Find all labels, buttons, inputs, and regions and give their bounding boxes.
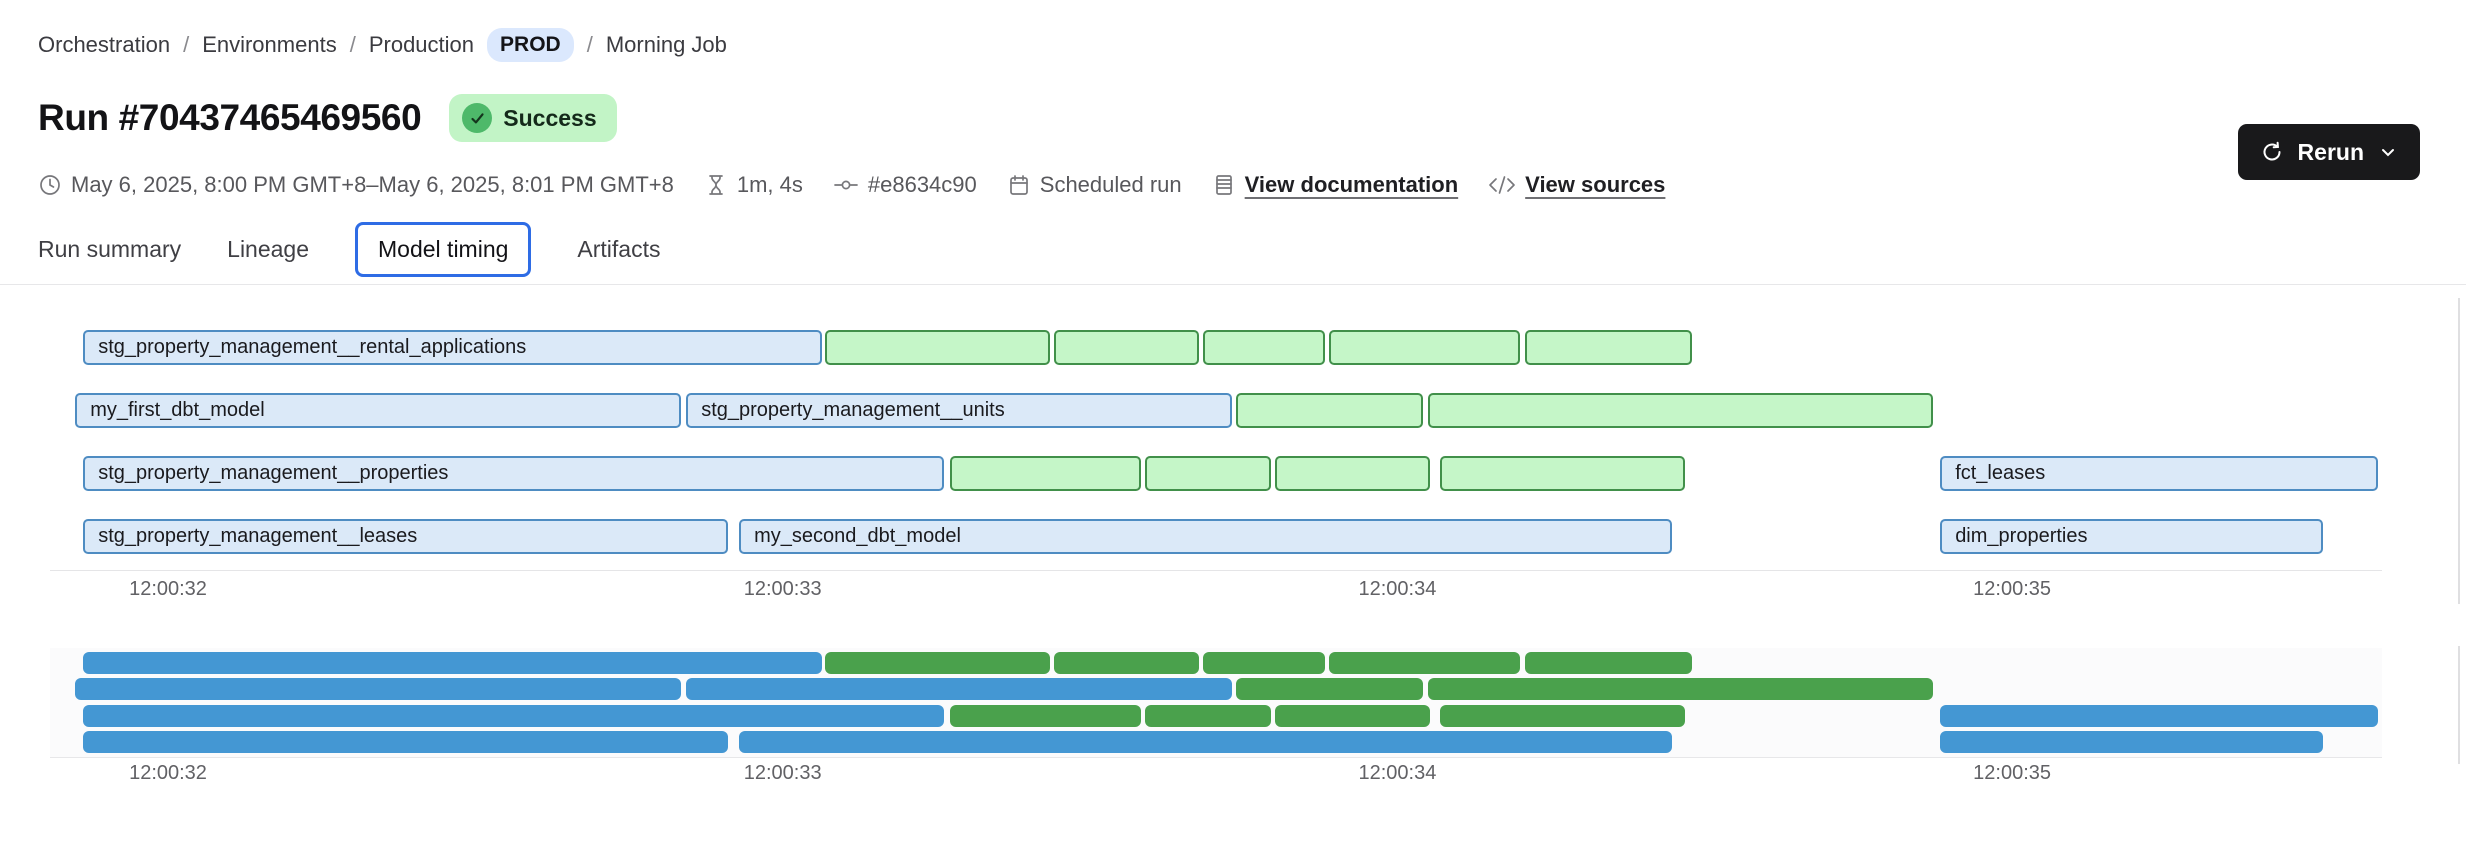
gantt-bar-label: stg_property_management__properties <box>98 462 449 484</box>
run-header: Run #70437465469560 Success <box>38 94 617 142</box>
gantt-bar[interactable]: stg_property_management__leases <box>83 519 728 554</box>
tab-divider <box>0 284 2466 285</box>
hourglass-icon <box>708 175 723 195</box>
clock-icon <box>40 175 60 195</box>
overview-bar <box>75 678 682 700</box>
gantt-bar-label: my_second_dbt_model <box>754 525 961 547</box>
overview-bar <box>1428 678 1934 700</box>
scrollbar-track[interactable] <box>2458 646 2460 764</box>
environment-badge: PROD <box>487 28 574 62</box>
success-check-icon <box>462 103 493 133</box>
gantt-bar[interactable] <box>824 330 1051 365</box>
breadcrumb-production[interactable]: Production <box>368 32 475 57</box>
gantt-bar-label: fct_leases <box>1955 462 2046 484</box>
gantt-bar-label: my_first_dbt_model <box>90 399 265 421</box>
gantt-bar-label: stg_property_management__rental_applicat… <box>98 336 527 358</box>
view-documentation-link[interactable]: View documentation <box>1212 172 1458 198</box>
axis-tick-label: 12:00:32 <box>129 578 207 600</box>
calendar-icon <box>1009 175 1028 195</box>
status-badge: Success <box>449 94 617 142</box>
gantt-bar[interactable] <box>1440 456 1686 491</box>
breadcrumb: Orchestration / Environments / Productio… <box>38 28 727 62</box>
overview-bar <box>1145 705 1272 727</box>
overview-bar <box>1275 705 1430 727</box>
gantt-bar[interactable] <box>1428 393 1934 428</box>
gantt-bar[interactable] <box>1053 330 1199 365</box>
gantt-bar[interactable]: my_second_dbt_model <box>739 519 1673 554</box>
tab-model-timing[interactable]: Model timing <box>355 221 532 277</box>
axis-tick-label: 12:00:32 <box>129 762 207 784</box>
overview-bar <box>1940 705 2379 727</box>
overview-bar <box>686 678 1233 700</box>
gantt-bar[interactable] <box>1145 456 1272 491</box>
page-title: Run #70437465469560 <box>38 97 422 138</box>
gantt-bar-label: dim_properties <box>1955 525 2088 547</box>
gantt-bar[interactable]: stg_property_management__units <box>686 393 1233 428</box>
axis-tick-label: 12:00:33 <box>743 762 822 784</box>
gantt-bar[interactable] <box>1236 393 1424 428</box>
refresh-icon <box>2263 141 2281 161</box>
overview-bar <box>83 731 728 753</box>
gantt-bar[interactable]: stg_property_management__properties <box>83 456 945 491</box>
overview-bar <box>1440 705 1686 727</box>
git-commit-icon <box>834 180 858 190</box>
gantt-axis-line <box>50 570 2382 571</box>
tab-bar: Run summary Lineage Model timing Artifac… <box>38 218 660 280</box>
breadcrumb-separator: / <box>349 32 356 57</box>
run-meta-row: May 6, 2025, 8:00 PM GMT+8–May 6, 2025, … <box>38 172 1665 198</box>
axis-tick-label: 12:00:33 <box>743 578 822 600</box>
gantt-bar[interactable]: stg_property_management__rental_applicat… <box>83 330 823 365</box>
overview-bar <box>1525 652 1692 674</box>
gantt-bar-label: stg_property_management__units <box>701 399 1005 421</box>
run-commit-sha: #e8634c90 <box>833 172 977 198</box>
rerun-button-label: Rerun <box>2297 138 2364 165</box>
axis-tick-label: 12:00:34 <box>1358 578 1437 600</box>
scrollbar-track[interactable] <box>2458 298 2460 604</box>
tab-artifacts[interactable]: Artifacts <box>577 235 661 262</box>
run-time-range: May 6, 2025, 8:00 PM GMT+8–May 6, 2025, … <box>38 172 674 198</box>
gantt-bar[interactable] <box>1275 456 1430 491</box>
gantt-bar-label: stg_property_management__leases <box>98 525 418 547</box>
overview-bar <box>1203 652 1325 674</box>
overview-bar <box>1328 652 1521 674</box>
breadcrumb-environments[interactable]: Environments <box>202 32 337 57</box>
breadcrumb-separator: / <box>586 32 593 57</box>
axis-tick-label: 12:00:35 <box>1973 762 2052 784</box>
overview-bar <box>824 652 1051 674</box>
run-duration: 1m, 4s <box>704 172 803 198</box>
overview-bar <box>949 705 1142 727</box>
axis-tick-label: 12:00:34 <box>1358 762 1437 784</box>
overview-bar <box>83 705 945 727</box>
overview-bar <box>83 652 823 674</box>
gantt-bar[interactable] <box>949 456 1142 491</box>
status-badge-label: Success <box>503 104 597 131</box>
tab-run-summary[interactable]: Run summary <box>38 235 182 262</box>
breadcrumb-orchestration[interactable]: Orchestration <box>38 32 171 57</box>
axis-tick-label: 12:00:35 <box>1973 578 2052 600</box>
gantt-bar[interactable]: dim_properties <box>1940 519 2324 554</box>
gantt-bar[interactable]: my_first_dbt_model <box>75 393 682 428</box>
gantt-bar[interactable]: fct_leases <box>1940 456 2379 491</box>
gantt-bar[interactable] <box>1203 330 1325 365</box>
view-sources-link[interactable]: View sources <box>1488 172 1665 198</box>
overview-bar <box>1940 731 2324 753</box>
tab-lineage[interactable]: Lineage <box>227 235 310 262</box>
document-icon <box>1215 175 1232 195</box>
code-icon <box>1489 176 1516 194</box>
overview-bar <box>1053 652 1199 674</box>
breadcrumb-separator: / <box>183 32 190 57</box>
rerun-button[interactable]: Rerun <box>2237 124 2420 180</box>
overview-bar <box>1236 678 1424 700</box>
gantt-bar[interactable] <box>1328 330 1521 365</box>
run-trigger: Scheduled run <box>1007 172 1182 198</box>
gantt-bar[interactable] <box>1525 330 1692 365</box>
chevron-down-icon <box>2382 149 2394 157</box>
breadcrumb-morning-job[interactable]: Morning Job <box>605 32 727 57</box>
overview-bar <box>739 731 1673 753</box>
